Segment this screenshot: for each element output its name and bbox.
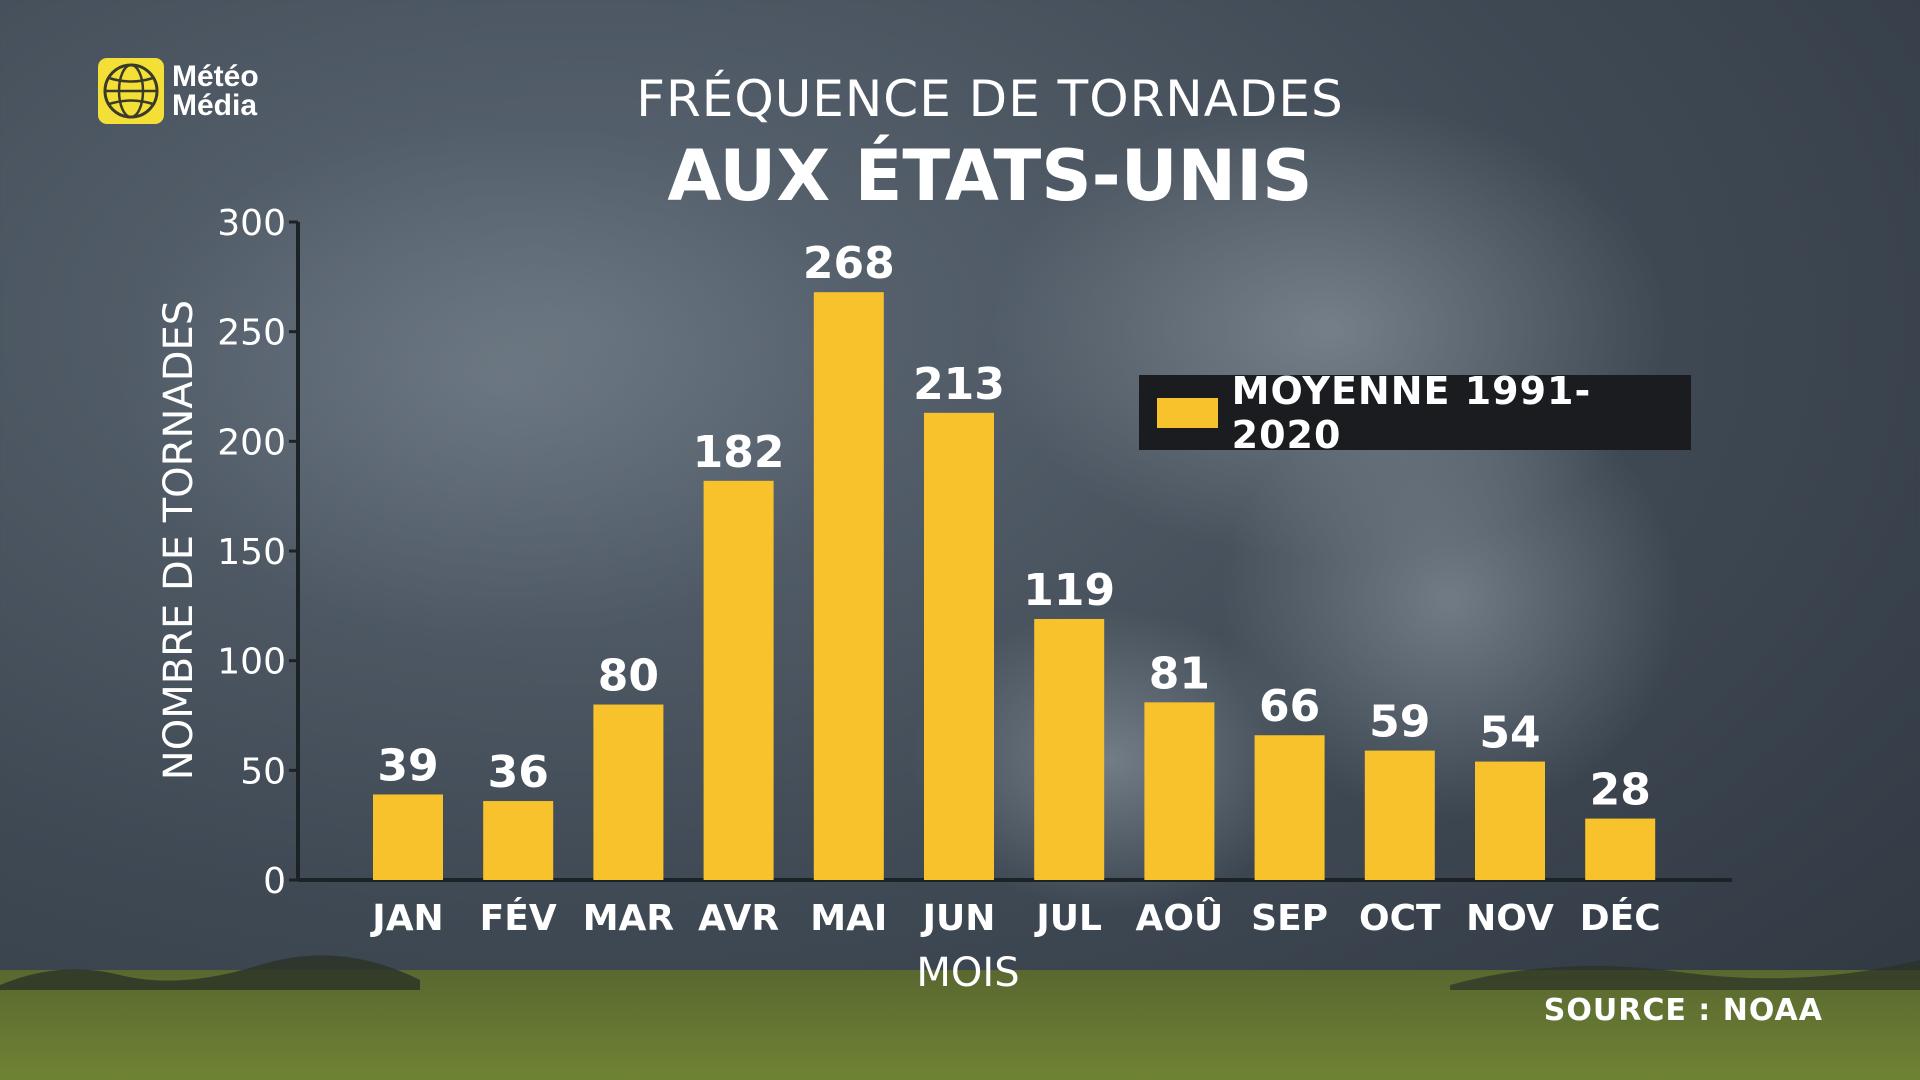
x-tick-label: MAR <box>583 898 674 939</box>
y-axis-label: NOMBRE DE TORNADES <box>156 300 202 780</box>
bar-value-label: 54 <box>1479 708 1540 759</box>
y-tick-label: 150 <box>217 532 286 573</box>
bar <box>1144 702 1215 880</box>
brand-name-line1: Météo <box>172 60 259 93</box>
bar <box>593 704 664 880</box>
bar-value-label: 81 <box>1149 648 1210 699</box>
bar-value-label: 28 <box>1590 765 1651 816</box>
chart-axes: 0 50 100 150 200 250 300 <box>217 203 1732 902</box>
x-tick-label: OCT <box>1359 898 1441 939</box>
x-tick-label: JUL <box>1033 898 1102 939</box>
bar-value-label: 213 <box>913 359 1005 410</box>
chart-bars <box>373 292 1656 881</box>
y-tick-label: 300 <box>217 203 286 244</box>
chart-labels: 39 JAN 36 FÉV 80 MAR 182 AVR 268 MAI 213 JUN 119 JUL 8… <box>369 238 1660 939</box>
bar-value-label: 59 <box>1369 697 1430 748</box>
y-tick-label: 50 <box>240 751 286 792</box>
y-tick-label: 200 <box>217 422 286 463</box>
chart-title-line1: FRÉQUENCE DE TORNADES <box>636 70 1344 128</box>
legend-swatch <box>1157 397 1218 428</box>
chart-legend: MOYENNE 1991-2020 <box>1139 369 1691 457</box>
y-tick-label: 0 <box>263 861 286 902</box>
bar <box>813 292 884 881</box>
legend-label: MOYENNE 1991-2020 <box>1231 368 1592 457</box>
bar-value-label: 268 <box>803 238 895 289</box>
x-tick-label: NOV <box>1466 898 1554 939</box>
source-credit: SOURCE : NOAA <box>1543 993 1823 1028</box>
globe-icon <box>98 58 164 124</box>
bar <box>1364 750 1435 880</box>
x-tick-label: FÉV <box>480 897 557 939</box>
bar <box>483 801 554 880</box>
x-tick-label: DÉC <box>1580 897 1661 939</box>
x-axis-label: MOIS <box>916 950 1019 996</box>
bar-value-label: 66 <box>1259 681 1320 732</box>
bar-value-label: 80 <box>598 651 659 702</box>
chart-title-line2: AUX ÉTATS-UNIS <box>667 135 1313 217</box>
y-tick-label: 250 <box>217 313 286 354</box>
bar <box>1034 618 1105 880</box>
x-tick-label: SEP <box>1251 898 1328 939</box>
bar-value-label: 36 <box>488 747 549 798</box>
bar <box>1254 735 1325 880</box>
bar <box>1585 818 1656 880</box>
y-tick-label: 100 <box>217 642 286 683</box>
bar <box>703 480 774 880</box>
bar <box>373 794 443 880</box>
x-tick-label: AVR <box>698 898 779 939</box>
bar-value-label: 119 <box>1023 565 1115 616</box>
brand-name-line2: Média <box>172 89 258 122</box>
bar-value-label: 182 <box>693 427 785 478</box>
x-tick-label: MAI <box>810 898 887 939</box>
meteomedia-logo: Météo Média <box>98 58 259 124</box>
bar-value-label: 39 <box>377 740 438 791</box>
x-tick-label: JUN <box>920 898 996 939</box>
x-tick-label: AOÛ <box>1136 897 1224 939</box>
bar <box>924 412 994 880</box>
bar <box>1475 761 1545 880</box>
x-tick-label: JAN <box>369 898 443 939</box>
